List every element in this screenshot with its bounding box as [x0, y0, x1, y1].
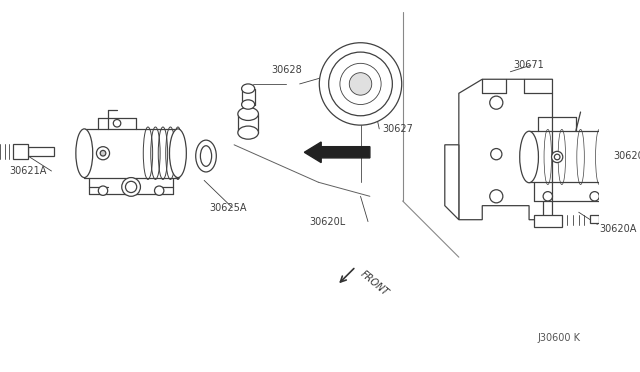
Text: 30628: 30628 [271, 65, 302, 75]
Circle shape [543, 192, 552, 201]
Circle shape [490, 96, 503, 109]
Text: 30671: 30671 [513, 60, 544, 70]
Circle shape [340, 63, 381, 105]
Circle shape [554, 154, 560, 160]
Ellipse shape [613, 131, 632, 183]
Circle shape [122, 177, 140, 196]
Ellipse shape [196, 140, 216, 172]
Circle shape [349, 73, 372, 95]
Polygon shape [445, 145, 459, 220]
Bar [13, 144, 28, 159]
Text: 30620L: 30620L [309, 217, 345, 227]
Circle shape [319, 43, 402, 125]
Text: 30621A: 30621A [10, 166, 47, 176]
Polygon shape [459, 79, 552, 220]
Ellipse shape [241, 84, 255, 93]
FancyArrow shape [305, 142, 370, 163]
Ellipse shape [200, 146, 212, 166]
Circle shape [590, 192, 599, 201]
Text: 30620A: 30620A [599, 224, 637, 234]
Circle shape [125, 181, 137, 193]
Circle shape [329, 52, 392, 116]
Circle shape [100, 150, 106, 156]
Bar [28, 147, 54, 156]
Bar [590, 215, 599, 224]
Circle shape [154, 186, 164, 195]
Ellipse shape [170, 129, 186, 177]
Circle shape [491, 148, 502, 160]
Circle shape [97, 147, 109, 160]
Circle shape [99, 186, 108, 195]
Circle shape [113, 119, 121, 127]
Circle shape [490, 190, 503, 203]
Text: J30600 K: J30600 K [538, 333, 580, 343]
Ellipse shape [636, 148, 640, 166]
Text: 30625A: 30625A [209, 202, 246, 212]
Ellipse shape [241, 100, 255, 109]
Ellipse shape [238, 108, 259, 121]
Ellipse shape [238, 126, 259, 139]
Circle shape [552, 151, 563, 163]
Ellipse shape [76, 129, 93, 177]
Text: 30627: 30627 [382, 124, 413, 134]
Text: FRONT: FRONT [358, 269, 390, 298]
Text: 30620: 30620 [613, 151, 640, 161]
Ellipse shape [520, 131, 538, 183]
Bar [534, 215, 562, 227]
